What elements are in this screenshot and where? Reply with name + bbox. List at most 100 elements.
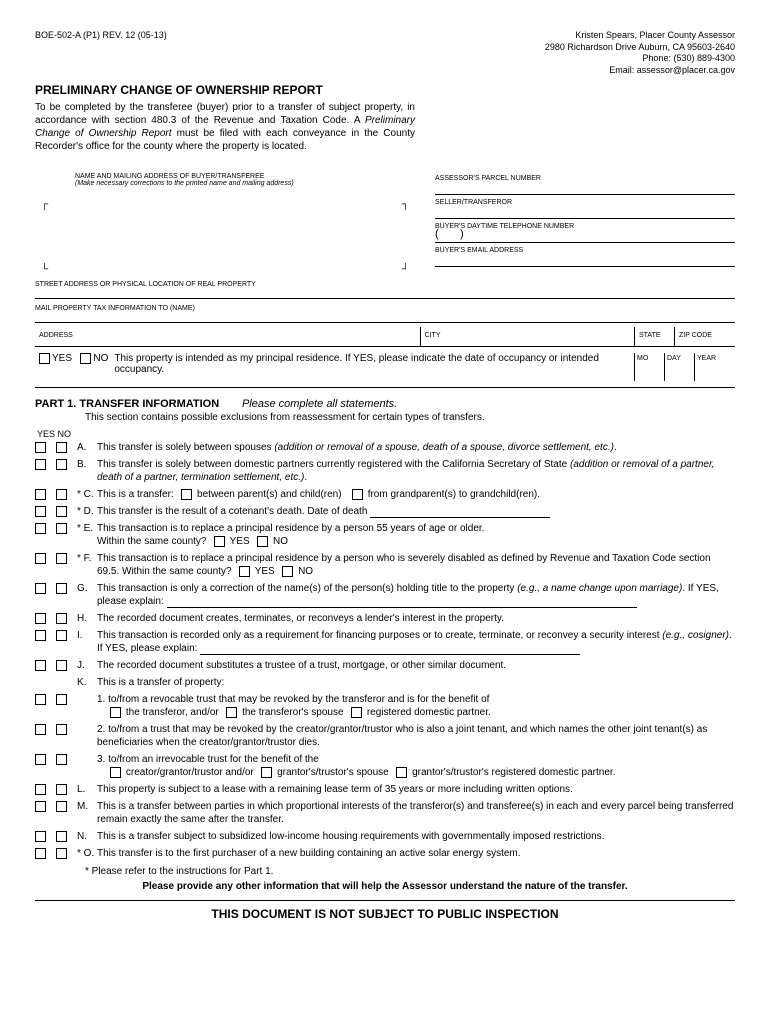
b-letter: B. (77, 458, 97, 471)
g-yes[interactable] (35, 583, 46, 594)
c-no[interactable] (56, 489, 67, 500)
a-em: (addition or removal of a spouse, death … (274, 442, 614, 453)
f-no[interactable] (56, 553, 67, 564)
k1c: registered domestic partner. (367, 707, 491, 718)
l-no[interactable] (56, 784, 67, 795)
k1a-cb[interactable] (110, 707, 121, 718)
d-no[interactable] (56, 506, 67, 517)
o-yes[interactable] (35, 848, 46, 859)
k3c-cb[interactable] (396, 767, 407, 778)
form-id: BOE-502-A (P1) REV. 12 (05-13) (35, 30, 167, 77)
g-blank[interactable] (167, 597, 637, 608)
f-letter: * F. (77, 552, 97, 565)
k3-yes[interactable] (35, 754, 46, 765)
m-no[interactable] (56, 801, 67, 812)
footer: THIS DOCUMENT IS NOT SUBJECT TO PUBLIC I… (35, 900, 735, 921)
l-letter: L. (77, 783, 97, 796)
e-no-cb[interactable] (257, 536, 268, 547)
i-letter: I. (77, 629, 97, 642)
k2-text: to/from a trust that may be revoked by t… (97, 724, 707, 748)
a-no[interactable] (56, 442, 67, 453)
h-no[interactable] (56, 613, 67, 624)
corner-tr: ┐ (402, 199, 409, 210)
h-letter: H. (77, 612, 97, 625)
j-no[interactable] (56, 660, 67, 671)
i-blank[interactable] (200, 644, 580, 655)
e-no[interactable] (56, 523, 67, 534)
o-no[interactable] (56, 848, 67, 859)
a-yes[interactable] (35, 442, 46, 453)
c-opt2: from grandparent(s) to grandchild(ren). (368, 489, 540, 500)
e-yes[interactable] (35, 523, 46, 534)
n-no[interactable] (56, 831, 67, 842)
page-title: PRELIMINARY CHANGE OF OWNERSHIP REPORT (35, 83, 735, 97)
m-yes[interactable] (35, 801, 46, 812)
k3a: creator/grantor/trustor and/or (126, 767, 254, 778)
g-em: (e.g., a name change upon marriage) (517, 583, 682, 594)
assessor-info: Kristen Spears, Placer County Assessor 2… (545, 30, 735, 77)
b-text: This transfer is solely between domestic… (97, 459, 570, 470)
assessor-phone: Phone: (530) 889-4300 (545, 53, 735, 65)
b-no[interactable] (56, 459, 67, 470)
k3-no[interactable] (56, 754, 67, 765)
b-yes[interactable] (35, 459, 46, 470)
corner-bl: └ (41, 264, 48, 275)
footnote: * Please refer to the instructions for P… (85, 866, 735, 877)
e-no-lbl: NO (273, 536, 288, 547)
mailto-label: MAIL PROPERTY TAX INFORMATION TO (NAME) (35, 305, 195, 312)
c-opt2-cb[interactable] (352, 489, 363, 500)
f-yes-cb[interactable] (239, 566, 250, 577)
residence-yes-checkbox[interactable] (39, 353, 50, 364)
d-yes[interactable] (35, 506, 46, 517)
phone-paren: ( ) (435, 228, 464, 240)
n-yes[interactable] (35, 831, 46, 842)
k3b-cb[interactable] (261, 767, 272, 778)
k3a-cb[interactable] (110, 767, 121, 778)
c-opt1-cb[interactable] (181, 489, 192, 500)
e-yes-lbl: YES (230, 536, 250, 547)
f-no-lbl: NO (298, 566, 313, 577)
day-cell: DAY (665, 353, 695, 381)
c-yes[interactable] (35, 489, 46, 500)
k1-no[interactable] (56, 694, 67, 705)
o-letter: * O. (77, 847, 97, 860)
c-opt1: between parent(s) and child(ren) (197, 489, 342, 500)
k2-yes[interactable] (35, 724, 46, 735)
i-no[interactable] (56, 630, 67, 641)
city-label: CITY (425, 332, 441, 339)
k1-yes[interactable] (35, 694, 46, 705)
zip-label: ZIP CODE (679, 332, 712, 339)
e-yes-cb[interactable] (214, 536, 225, 547)
d-blank[interactable] (370, 507, 550, 518)
j-yes[interactable] (35, 660, 46, 671)
h-yes[interactable] (35, 613, 46, 624)
n-letter: N. (77, 830, 97, 843)
k3b: grantor's/trustor's spouse (277, 767, 389, 778)
k2-no[interactable] (56, 724, 67, 735)
a-text: This transfer is solely between spouses (97, 442, 274, 453)
assessor-email: Email: assessor@placer.ca.gov (545, 65, 735, 77)
part1-title: PART 1. TRANSFER INFORMATION (35, 398, 219, 410)
f-yes-lbl: YES (255, 566, 275, 577)
f-no-cb[interactable] (282, 566, 293, 577)
f-text: This transaction is to replace a princip… (97, 553, 711, 577)
k1b-cb[interactable] (226, 707, 237, 718)
g-no[interactable] (56, 583, 67, 594)
f-yes[interactable] (35, 553, 46, 564)
part1-instr: Please complete all statements. (242, 398, 397, 410)
residence-no-checkbox[interactable] (80, 353, 91, 364)
i-yes[interactable] (35, 630, 46, 641)
j-text: The recorded document substitutes a trus… (97, 659, 735, 672)
yn-header: YES NO (37, 429, 735, 439)
k1a: the transferor, and/or (126, 707, 219, 718)
k1b: the transferor's spouse (242, 707, 343, 718)
j-letter: J. (77, 659, 97, 672)
k1c-cb[interactable] (351, 707, 362, 718)
buyer-addr-label: NAME AND MAILING ADDRESS OF BUYER/TRANSF… (75, 173, 415, 180)
e-sub: Within the same county? (97, 536, 207, 547)
l-yes[interactable] (35, 784, 46, 795)
o-text: This transfer is to the first purchaser … (97, 847, 735, 860)
email-label: BUYER'S EMAIL ADDRESS (435, 247, 523, 254)
e-text: This transaction is to replace a princip… (97, 523, 484, 534)
d-letter: * D. (77, 505, 97, 518)
